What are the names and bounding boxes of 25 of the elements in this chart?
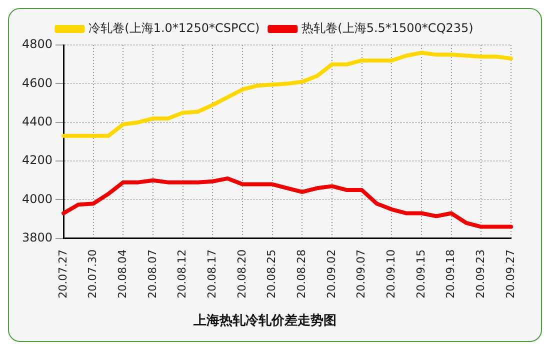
- x-tick-label: 20.07.27: [56, 249, 70, 298]
- y-tick-label: 4000: [22, 192, 53, 206]
- x-tick-label: 20.08.17: [206, 249, 219, 298]
- x-tick-label: 20.08.25: [265, 249, 278, 298]
- legend-label: 热轧卷(上海5.5*1500*CQ235): [302, 21, 474, 36]
- x-tick-label: 20.08.20: [235, 249, 248, 298]
- x-tick-label: 20.09.02: [324, 249, 338, 298]
- legend-label: 冷轧卷(上海1.0*1250*CSPCC): [88, 21, 260, 36]
- x-tick-label: 20.09.07: [354, 249, 368, 298]
- x-tick-label: 20.09.23: [474, 249, 488, 298]
- y-tick-label: 4200: [22, 153, 53, 168]
- y-tick-label: 4800: [22, 37, 53, 52]
- x-tick-label: 20.08.04: [116, 249, 130, 298]
- x-tick-label: 20.08.28: [295, 249, 308, 298]
- x-tick-label: 20.09.15: [414, 249, 428, 298]
- y-tick-label: 4400: [22, 114, 53, 128]
- x-tick-label: 20.07.30: [86, 249, 100, 298]
- x-tick-label: 20.09.27: [504, 249, 517, 298]
- x-tick-label: 20.09.10: [384, 249, 398, 298]
- y-tick-label: 4600: [22, 76, 53, 90]
- x-tick-label: 20.09.18: [444, 249, 458, 298]
- y-tick-label: 3800: [22, 230, 53, 245]
- x-tick-label: 20.08.07: [146, 249, 159, 298]
- x-tick-label: 20.08.12: [176, 249, 189, 298]
- text: 上海热轧冷轧价差走势图: [192, 312, 336, 329]
